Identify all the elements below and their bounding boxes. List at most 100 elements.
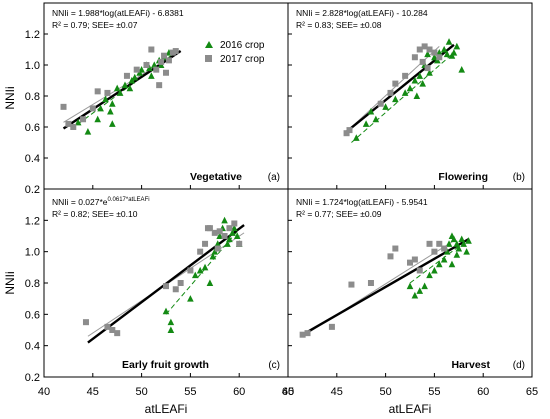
panel-d-point-2016 <box>448 260 456 268</box>
xtick-label-right: 55 <box>428 386 440 398</box>
panel-c-point-2016 <box>214 240 222 247</box>
panel-a-point-2016 <box>74 118 82 126</box>
panel-a-point-2016 <box>97 104 104 112</box>
panel-a-point-2017 <box>133 66 140 73</box>
panel-a-point-2016 <box>113 84 121 92</box>
panel-b-point-2016 <box>445 38 453 45</box>
panel-c-point-2016 <box>167 318 175 326</box>
panel-a-point-2017 <box>172 48 179 55</box>
panel-a-point-2017 <box>70 124 77 130</box>
panel-a-point-2016 <box>107 107 114 115</box>
panel-c-point-2016 <box>216 232 223 239</box>
panel-d-point-2017 <box>367 280 374 286</box>
panel-a-fit-line-2016 <box>77 55 172 125</box>
panel-d-point-2017 <box>426 240 433 247</box>
panel-d-point-2016 <box>435 260 443 268</box>
panel-c-point-2017 <box>214 245 221 252</box>
panel-c-eq-prefix: NNIi = 0.027*e <box>52 197 108 207</box>
panel-d-point-2016 <box>445 240 453 247</box>
panel-a-point-2016 <box>121 81 129 89</box>
ytick-label-bottom: 0.2 <box>25 372 40 384</box>
xtick-label-right: 40 <box>282 386 294 398</box>
panel-c-point-2016 <box>231 224 238 232</box>
panel-c-point-2016 <box>209 252 217 260</box>
panel-d-stage: Harvest <box>451 359 490 371</box>
panel-c-point-2016 <box>187 295 194 302</box>
panel-d-point-2016 <box>460 240 467 247</box>
panel-c-equation: NNIi = 0.027*e0.0617*atLEAFi <box>52 197 150 207</box>
y-axis-label-bottom: NNIi <box>3 271 17 294</box>
panel-b-point-2016 <box>367 107 375 115</box>
panel-b-point-2017 <box>419 58 426 65</box>
panel-b-point-2017 <box>431 49 438 56</box>
panel-c-point-2017 <box>231 220 238 227</box>
panel-b-point-2016 <box>426 69 433 76</box>
panel-b-point-2016 <box>416 72 424 79</box>
panel-a-marks <box>44 33 240 189</box>
panel-a-r2: R² = 0.79; SEE= ±0.07 <box>52 20 138 30</box>
panel-d-point-2016 <box>463 248 470 255</box>
x-axis-label-left: atLEAFi <box>145 402 188 416</box>
panel-a-point-2016 <box>94 115 101 123</box>
panel-c-point-2016 <box>167 326 175 333</box>
legend-2017-marker <box>205 55 212 62</box>
panel-d-point-2016 <box>416 287 424 294</box>
ytick-label-bottom: 0.8 <box>25 278 40 290</box>
panel-a-point-2017 <box>123 72 130 79</box>
panel-b-point-2016 <box>431 53 438 61</box>
panel-d-point-2017 <box>411 256 418 263</box>
panel-d-point-2016 <box>421 282 428 290</box>
panel-c-point-2017 <box>104 323 111 330</box>
xtick-label-right: 60 <box>477 386 489 398</box>
panel-c-point-2017 <box>109 327 116 333</box>
panel-c-r2: R² = 0.82; SEE= ±0.10 <box>52 209 138 219</box>
panel-c-point-2017 <box>211 229 218 236</box>
panel-c-point-2016 <box>221 216 228 224</box>
panel-c-point-2016 <box>233 232 241 239</box>
panel-c-point-2016 <box>229 229 236 236</box>
panel-d-r2: R² = 0.77; SEE= ±0.09 <box>296 209 382 219</box>
panel-d-point-2016 <box>426 271 433 279</box>
ytick-label-top: 0.4 <box>25 153 40 165</box>
panel-b-point-2017 <box>387 89 394 96</box>
panel-b-point-2016 <box>411 76 419 84</box>
legend-2016-label: 2016 crop <box>220 40 265 51</box>
panel-a-point-2017 <box>148 46 155 53</box>
xtick-label-right: 65 <box>526 386 538 398</box>
panel-b-point-2017 <box>416 46 423 53</box>
legend: 2016 crop 2017 crop <box>205 40 265 65</box>
panel-d-point-2016 <box>453 240 461 247</box>
panel-d-point-2016 <box>455 244 463 252</box>
panel-c-point-2017 <box>163 283 169 290</box>
panel-b-point-2017 <box>411 54 418 61</box>
panel-b-point-2017 <box>346 127 353 134</box>
panel-a-point-2017 <box>153 66 160 73</box>
panel-b-point-2017 <box>426 46 433 53</box>
panel-c-point-2016 <box>206 279 214 286</box>
panel-a-point-2016 <box>116 89 124 96</box>
xtick-label-left: 65 <box>282 386 294 398</box>
panel-b-point-2017 <box>421 43 428 50</box>
panel-c-point-2017 <box>114 330 121 337</box>
ytick-label-top: 0.8 <box>25 91 40 103</box>
panel-b-stage: Flowering <box>438 171 488 183</box>
ytick-label-bottom: 1.0 <box>25 247 40 259</box>
panel-b-equation: NNIi = 2.828*log(atLEAFi) - 10.284 <box>296 8 428 18</box>
panel-b-point-2016 <box>458 66 466 73</box>
panel-c-stage: Early fruit growth <box>122 359 209 371</box>
panel-b-point-2016 <box>362 120 370 127</box>
panel-c: NNIi = 0.027*e0.0617*atLEAFi R² = 0.82; … <box>43 188 289 378</box>
panel-a-point-2017 <box>60 103 67 110</box>
panel-d-marks <box>288 219 484 377</box>
panel-a-point-2016 <box>126 84 134 92</box>
panel-d-point-2017 <box>416 267 423 274</box>
xtick-label-left: 60 <box>233 386 245 398</box>
panel-b-point-2017 <box>436 54 443 61</box>
panel-b-point-2016 <box>392 95 399 103</box>
panel-a-point-2017 <box>165 57 172 64</box>
panel-d-point-2017 <box>348 281 355 288</box>
panel-c-label: (c) <box>268 360 280 371</box>
panel-d-pooled-fit-line <box>302 238 470 336</box>
panel-a-equation: NNIi = 1.988*log(atLEAFi) - 6.8381 <box>52 8 184 18</box>
